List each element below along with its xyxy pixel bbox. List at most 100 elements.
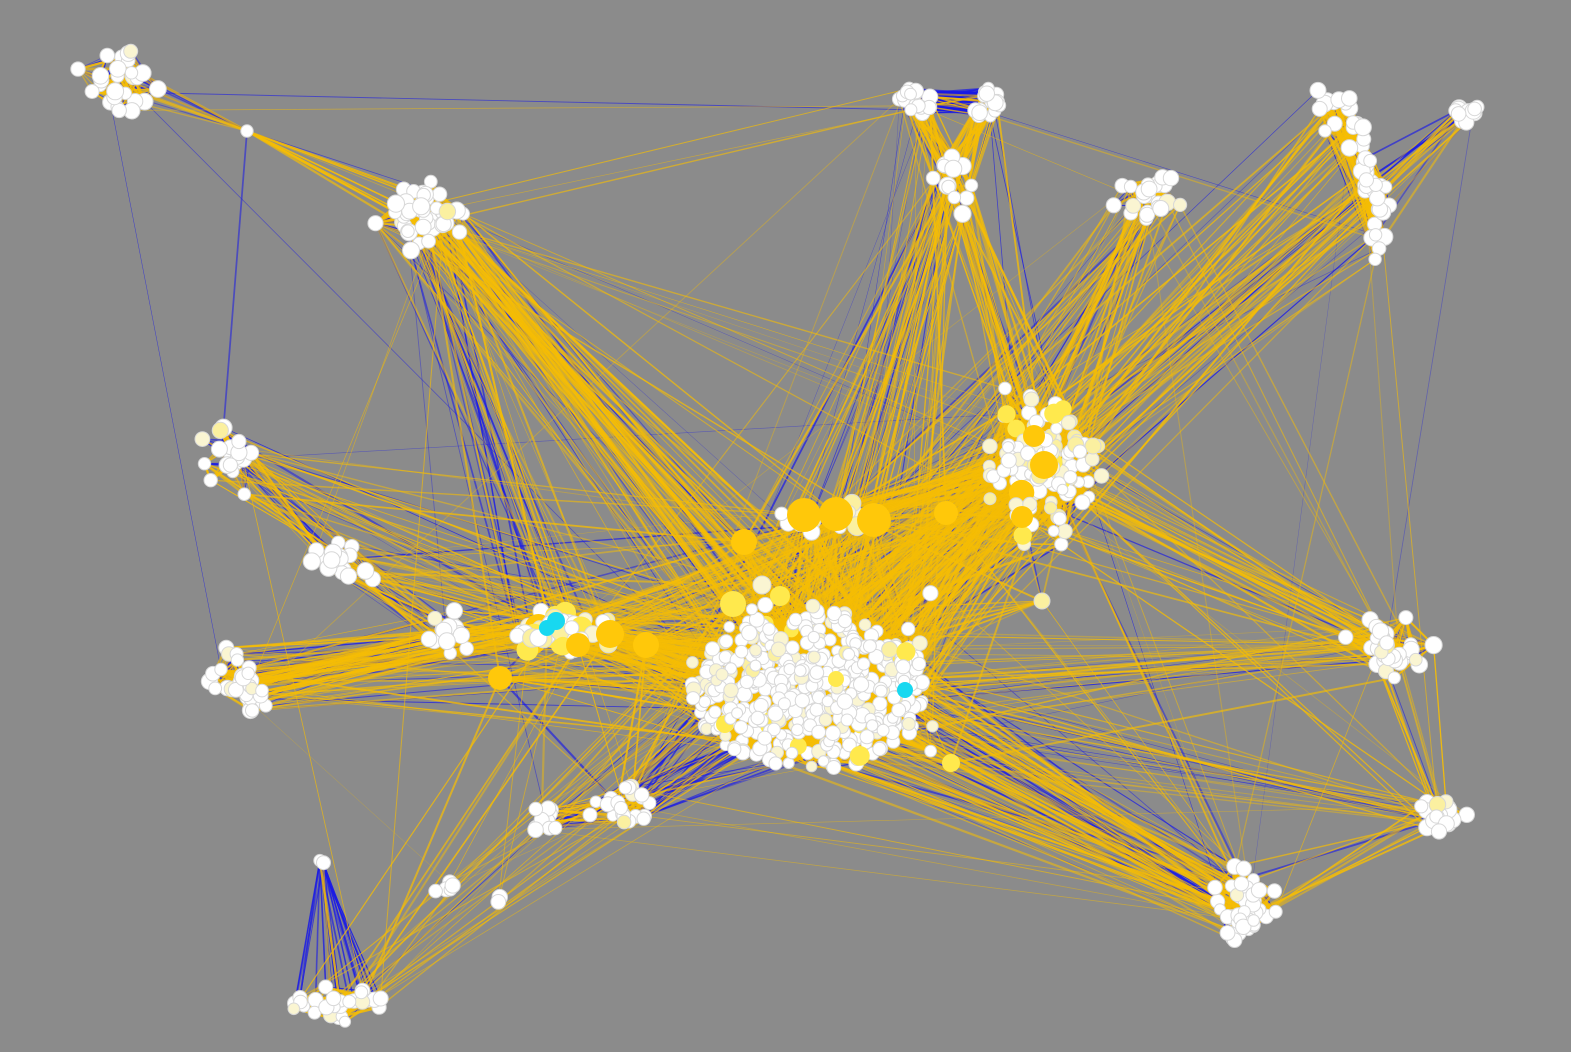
graph-node[interactable] bbox=[837, 614, 853, 629]
graph-node[interactable] bbox=[1450, 106, 1467, 122]
graph-node[interactable] bbox=[887, 690, 902, 705]
graph-node[interactable] bbox=[1023, 425, 1045, 447]
graph-node[interactable] bbox=[1458, 806, 1476, 823]
graph-node[interactable] bbox=[896, 642, 916, 662]
graph-node[interactable] bbox=[1020, 445, 1036, 462]
graph-node[interactable] bbox=[750, 710, 765, 726]
graph-node[interactable] bbox=[1326, 115, 1343, 132]
graph-node[interactable] bbox=[727, 742, 742, 757]
graph-node[interactable] bbox=[241, 666, 255, 680]
graph-node[interactable] bbox=[1063, 470, 1078, 485]
graph-node[interactable] bbox=[809, 665, 825, 680]
graph-node[interactable] bbox=[876, 723, 890, 737]
graph-node[interactable] bbox=[934, 501, 958, 525]
graph-node[interactable] bbox=[745, 603, 758, 616]
graph-node[interactable] bbox=[983, 492, 997, 506]
graph-node[interactable] bbox=[1002, 441, 1015, 454]
graph-node[interactable] bbox=[124, 66, 139, 80]
graph-node[interactable] bbox=[208, 681, 223, 696]
graph-node[interactable] bbox=[356, 562, 375, 580]
graph-node[interactable] bbox=[1125, 198, 1142, 214]
graph-node[interactable] bbox=[912, 635, 928, 652]
graph-node[interactable] bbox=[947, 190, 962, 205]
graph-node[interactable] bbox=[1074, 494, 1091, 511]
graph-node[interactable] bbox=[111, 102, 127, 119]
graph-node[interactable] bbox=[1219, 925, 1236, 941]
graph-node[interactable] bbox=[99, 47, 116, 64]
graph-node[interactable] bbox=[736, 686, 753, 703]
graph-node[interactable] bbox=[739, 674, 754, 690]
graph-node[interactable] bbox=[1007, 419, 1025, 438]
graph-node[interactable] bbox=[1318, 124, 1332, 138]
graph-node[interactable] bbox=[857, 657, 871, 671]
graph-node[interactable] bbox=[582, 807, 598, 823]
graph-node[interactable] bbox=[1341, 90, 1358, 107]
graph-node[interactable] bbox=[1414, 799, 1429, 814]
graph-node[interactable] bbox=[1054, 537, 1069, 552]
graph-node[interactable] bbox=[222, 457, 238, 473]
graph-node[interactable] bbox=[1056, 483, 1069, 496]
graph-node[interactable] bbox=[1467, 101, 1482, 117]
graph-node[interactable] bbox=[613, 800, 629, 816]
graph-node[interactable] bbox=[214, 662, 228, 677]
graph-node[interactable] bbox=[723, 621, 736, 633]
graph-node[interactable] bbox=[354, 985, 369, 1000]
graph-node[interactable] bbox=[230, 653, 245, 667]
graph-node[interactable] bbox=[895, 659, 911, 675]
graph-node[interactable] bbox=[106, 82, 125, 101]
graph-node[interactable] bbox=[757, 730, 773, 746]
graph-node[interactable] bbox=[1013, 526, 1032, 545]
graph-node[interactable] bbox=[741, 624, 758, 642]
graph-node[interactable] bbox=[959, 190, 975, 206]
graph-node[interactable] bbox=[109, 60, 127, 78]
graph-node[interactable] bbox=[84, 84, 100, 99]
graph-node[interactable] bbox=[211, 421, 229, 439]
graph-node[interactable] bbox=[1044, 501, 1058, 515]
graph-node[interactable] bbox=[791, 723, 804, 737]
graph-node[interactable] bbox=[734, 644, 749, 659]
graph-node[interactable] bbox=[942, 754, 960, 772]
graph-node[interactable] bbox=[1338, 629, 1354, 645]
graph-node[interactable] bbox=[853, 676, 870, 693]
graph-node[interactable] bbox=[1368, 228, 1383, 242]
graph-node[interactable] bbox=[1123, 179, 1138, 194]
graph-node[interactable] bbox=[1057, 523, 1073, 540]
graph-node[interactable] bbox=[528, 801, 544, 817]
graph-node[interactable] bbox=[210, 440, 228, 458]
graph-node[interactable] bbox=[770, 641, 787, 658]
graph-node[interactable] bbox=[1173, 197, 1188, 212]
graph-node[interactable] bbox=[1072, 444, 1088, 459]
graph-node[interactable] bbox=[819, 497, 853, 531]
graph-node[interactable] bbox=[1105, 197, 1122, 214]
graph-node[interactable] bbox=[941, 179, 956, 195]
graph-node[interactable] bbox=[548, 820, 563, 836]
graph-node[interactable] bbox=[302, 552, 321, 571]
graph-node[interactable] bbox=[777, 697, 791, 711]
graph-node[interactable] bbox=[1023, 391, 1040, 408]
graph-node[interactable] bbox=[1140, 180, 1158, 198]
graph-node[interactable] bbox=[904, 87, 917, 101]
graph-node[interactable] bbox=[897, 682, 913, 698]
graph-node[interactable] bbox=[401, 224, 415, 238]
graph-node[interactable] bbox=[866, 719, 879, 732]
graph-node[interactable] bbox=[372, 990, 389, 1007]
graph-node[interactable] bbox=[1093, 468, 1110, 484]
graph-node[interactable] bbox=[1311, 100, 1328, 117]
graph-node[interactable] bbox=[1379, 635, 1395, 651]
graph-node[interactable] bbox=[339, 567, 358, 585]
graph-node[interactable] bbox=[749, 659, 762, 672]
graph-node[interactable] bbox=[322, 551, 341, 569]
graph-node[interactable] bbox=[1011, 506, 1033, 528]
graph-node[interactable] bbox=[719, 634, 734, 649]
graph-node[interactable] bbox=[1139, 206, 1156, 223]
graph-node[interactable] bbox=[402, 241, 420, 260]
graph-node[interactable] bbox=[1309, 81, 1327, 99]
graph-node[interactable] bbox=[240, 124, 254, 138]
graph-node[interactable] bbox=[444, 877, 461, 894]
graph-node[interactable] bbox=[753, 697, 769, 714]
graph-node[interactable] bbox=[1266, 883, 1283, 899]
graph-node[interactable] bbox=[1162, 169, 1180, 187]
graph-node[interactable] bbox=[724, 662, 738, 675]
graph-node[interactable] bbox=[809, 702, 824, 717]
